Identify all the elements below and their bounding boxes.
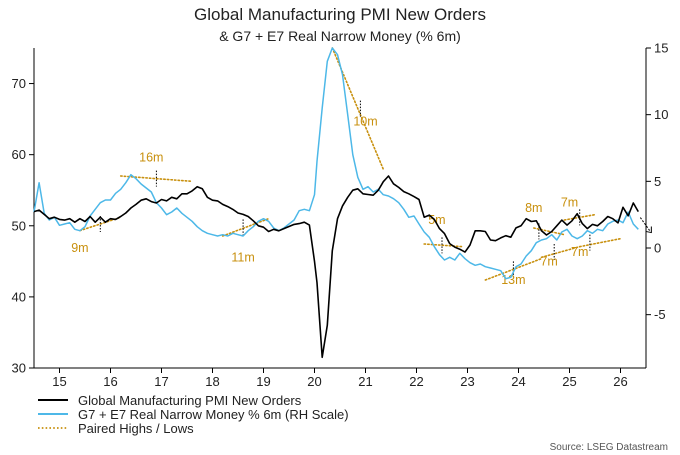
paired-line-6	[532, 227, 566, 236]
paired-line-4	[423, 243, 464, 248]
x-tick-label: 26	[613, 374, 627, 389]
series-line-pmi	[33, 175, 639, 359]
paired-line-7	[540, 245, 581, 259]
x-tick-label: 20	[307, 374, 321, 389]
paired-label-4: 5m	[428, 213, 445, 227]
paired-label-5: 13m	[501, 273, 525, 287]
series-line-money	[33, 47, 639, 280]
y-right-tick-label: 10	[654, 107, 668, 122]
paired-label-8: 7m	[561, 196, 578, 210]
y-left-tick-label: 70	[12, 76, 26, 91]
legend-label-pmi: Global Manufacturing PMI New Orders	[78, 393, 302, 408]
x-tick-label: 18	[205, 374, 219, 389]
x-tick-label: 15	[52, 374, 66, 389]
legend-label-money: G7 + E7 Real Narrow Money % 6m (RH Scale…	[78, 407, 349, 422]
legend-label-paired: Paired Highs / Lows	[78, 421, 194, 436]
projection-arrow-head	[646, 226, 652, 234]
y-left-tick-label: 50	[12, 218, 26, 233]
y-right-tick-label: -5	[654, 307, 666, 322]
y-left-tick-label: 30	[12, 361, 26, 376]
paired-label-3: 10m	[353, 114, 377, 128]
paired-label-6: 8m	[525, 201, 542, 215]
paired-label-2: 11m	[231, 250, 254, 264]
y-left-tick-label: 40	[12, 289, 26, 304]
x-tick-label: 16	[103, 374, 117, 389]
paired-line-9	[578, 237, 622, 248]
x-tick-label: 25	[562, 374, 576, 389]
chart-subtitle: & G7 + E7 Real Narrow Money (% 6m)	[219, 28, 461, 44]
source-note: Source: LSEG Datastream	[550, 442, 668, 453]
x-tick-label: 24	[511, 374, 525, 389]
x-tick-label: 21	[358, 374, 372, 389]
y-right-tick-label: 5	[654, 174, 661, 189]
x-tick-label: 22	[409, 374, 423, 389]
paired-label-7: 7m	[540, 254, 557, 268]
chart-title: Global Manufacturing PMI New Orders	[194, 5, 486, 24]
paired-label-1: 16m	[139, 150, 163, 164]
legend: Global Manufacturing PMI New Orders G7 +…	[38, 393, 349, 436]
paired-label-0: 9m	[71, 241, 88, 255]
paired-line-5	[484, 257, 543, 281]
projection-arrow-shaft	[639, 217, 651, 232]
y-right-tick-label: 15	[654, 41, 668, 56]
x-tick-label: 17	[154, 374, 168, 389]
y-left-tick-label: 60	[12, 147, 26, 162]
paired-line-2	[221, 217, 270, 237]
paired-label-9: 7m	[571, 245, 588, 259]
plot-area: 30 40 50 60 70 -5 0 5 10 15 15 16 17 18 19 20 21 22 23 24 25…	[12, 41, 669, 390]
x-tick-label: 23	[460, 374, 474, 389]
x-tick-label: 19	[256, 374, 270, 389]
y-right-tick-label: 0	[654, 241, 661, 256]
